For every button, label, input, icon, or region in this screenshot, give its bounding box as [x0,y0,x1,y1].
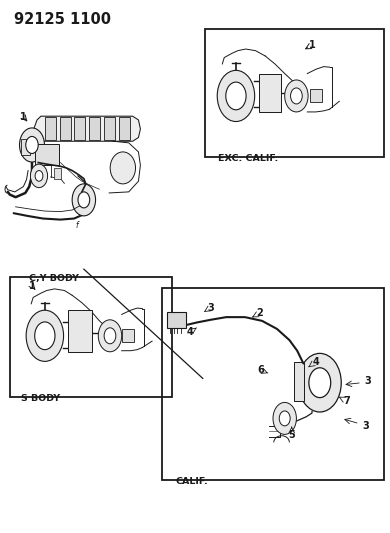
Bar [10,277,172,397]
Circle shape [20,128,44,162]
Circle shape [226,82,246,110]
Text: 92125 1100: 92125 1100 [14,12,111,27]
Circle shape [273,402,296,434]
Text: 2: 2 [256,308,263,318]
Text: 1: 1 [308,40,316,50]
Circle shape [26,310,64,361]
Text: 7: 7 [344,396,351,406]
Text: 3: 3 [207,303,214,313]
Bar [35,144,58,165]
Text: 1: 1 [20,112,27,122]
Text: S BODY: S BODY [21,394,60,403]
Circle shape [291,88,302,104]
Bar [74,117,85,140]
Text: 1: 1 [28,281,35,291]
Circle shape [217,70,255,122]
Bar [21,139,30,155]
Text: f: f [75,222,78,230]
Text: EXC. CALIF.: EXC. CALIF. [218,154,278,163]
Ellipse shape [110,152,136,184]
Text: CALIF.: CALIF. [176,477,208,486]
Text: 4: 4 [187,327,194,336]
Text: 3: 3 [362,422,369,431]
Polygon shape [33,116,140,141]
Bar [167,312,186,328]
Circle shape [26,136,38,154]
Bar [54,168,61,179]
Text: 4: 4 [312,358,319,367]
Circle shape [78,192,90,208]
Bar [60,117,71,140]
Circle shape [35,322,55,350]
Circle shape [309,368,331,398]
Circle shape [298,353,341,412]
Bar [89,117,100,140]
Circle shape [104,328,116,344]
Bar [259,74,281,112]
Bar [45,117,56,140]
Bar [104,117,115,140]
Circle shape [72,184,96,216]
Bar [310,89,322,102]
Text: 6: 6 [257,366,264,375]
Circle shape [98,320,122,352]
Bar [122,329,134,342]
Bar [205,29,384,157]
Text: 3: 3 [364,376,371,386]
Bar [294,362,304,401]
Text: 5: 5 [288,431,295,440]
Bar [68,310,92,352]
Circle shape [285,80,308,112]
Circle shape [30,164,48,188]
Circle shape [35,171,43,181]
Bar [162,288,384,480]
Text: C,Y BODY: C,Y BODY [29,274,79,284]
Circle shape [279,411,290,426]
Bar [119,117,130,140]
